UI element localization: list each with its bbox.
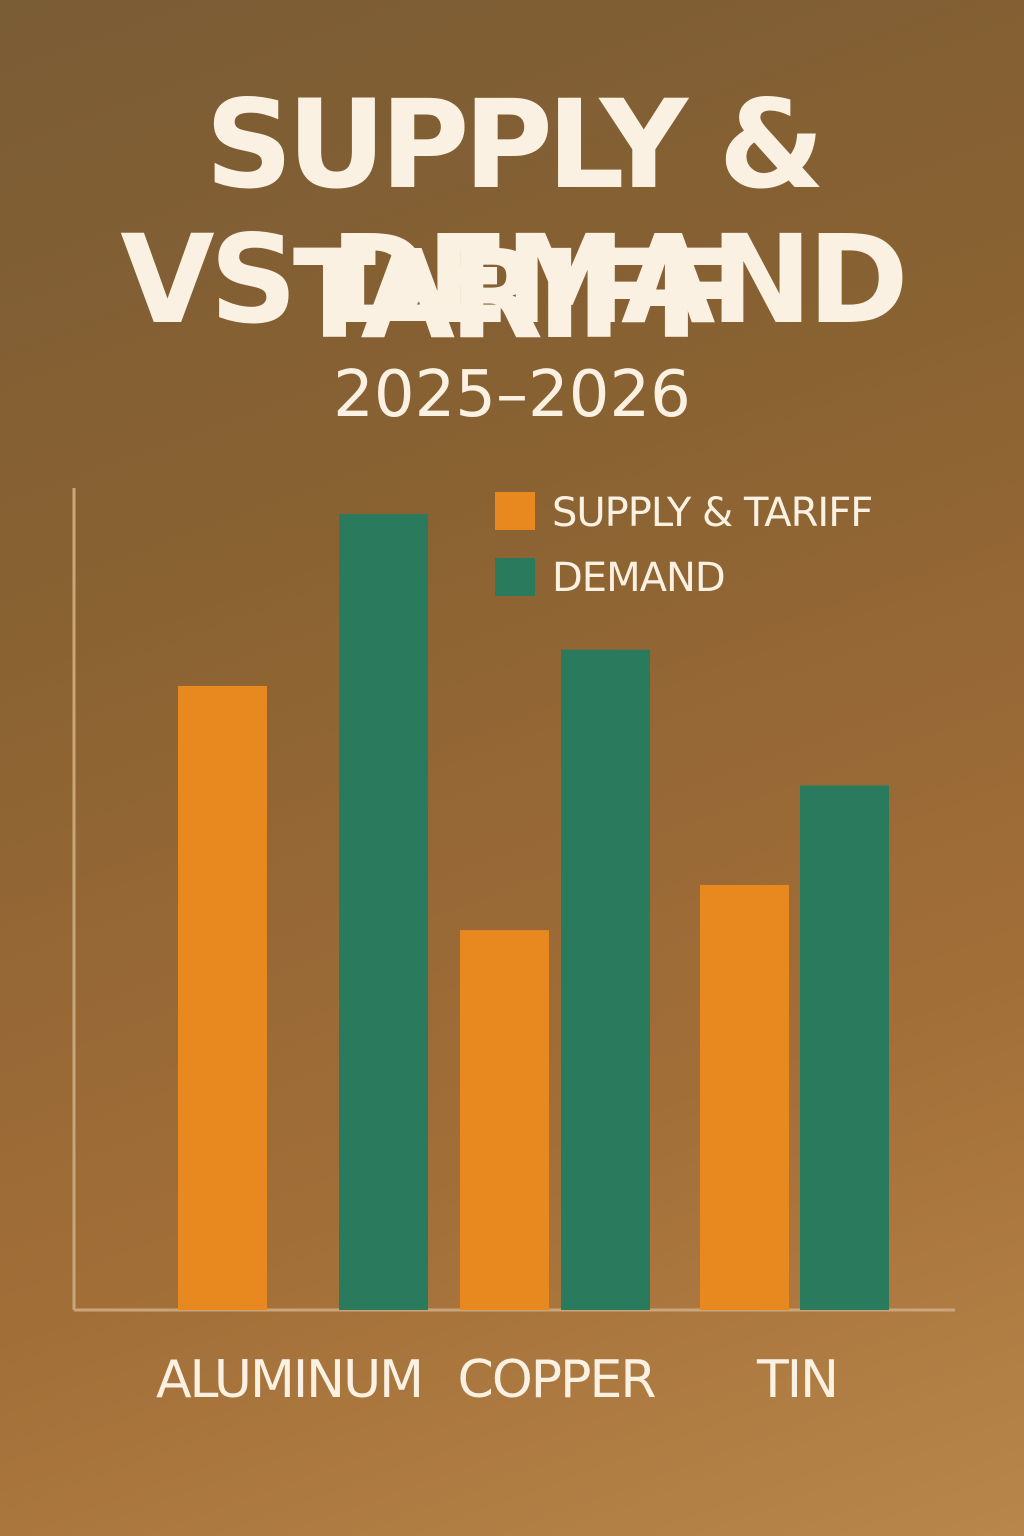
bar-tin-demand bbox=[800, 785, 889, 1310]
bar-aluminum-demand bbox=[339, 514, 428, 1310]
bar-copper-supply-tariff bbox=[460, 930, 549, 1310]
chart-title-line-2: VS DEMAND bbox=[120, 209, 909, 351]
bar-tin-supply-tariff bbox=[700, 884, 789, 1310]
x-tick-label-copper: COPPER bbox=[458, 1350, 656, 1410]
bar-aluminum-supply-tariff bbox=[178, 685, 267, 1310]
legend-swatch-supply-tariff bbox=[495, 492, 535, 530]
x-tick-label-aluminum: ALUMINUM bbox=[156, 1350, 422, 1410]
legend-swatch-demand bbox=[495, 558, 535, 596]
legend-label-supply-tariff: SUPPLY & TARIFF bbox=[552, 490, 872, 536]
chart-title-line-1: SUPPLY & TARIFF bbox=[205, 74, 825, 366]
legend-label-demand: DEMAND bbox=[552, 555, 725, 601]
bar-copper-demand bbox=[561, 649, 650, 1310]
x-tick-label-tin: TIN bbox=[756, 1350, 837, 1410]
chart-subtitle: 2025–2026 bbox=[333, 358, 691, 432]
